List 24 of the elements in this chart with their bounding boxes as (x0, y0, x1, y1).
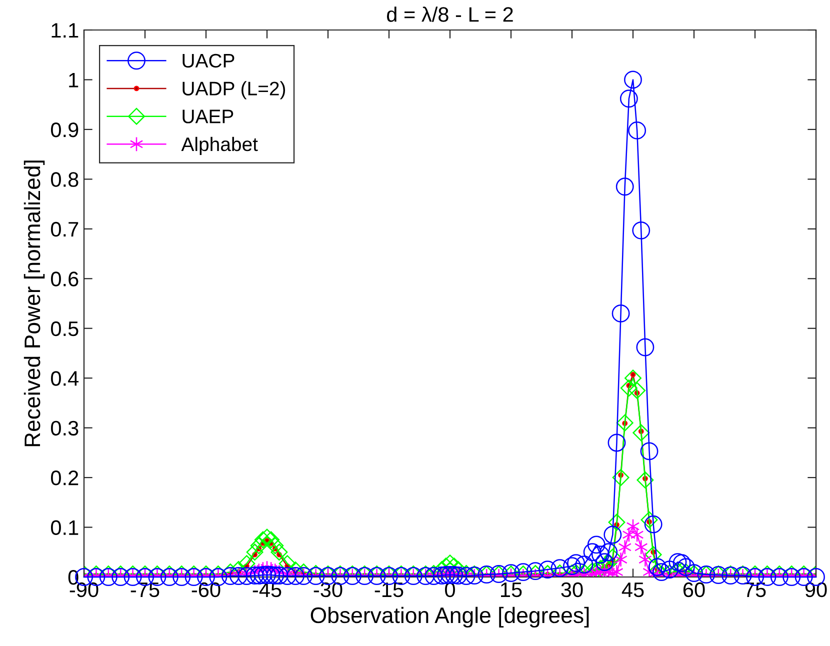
chart-title: d = λ/8 - L = 2 (386, 6, 513, 22)
y-tick-label: 0.4 (50, 371, 79, 386)
y-tick-label: 0.8 (50, 172, 78, 187)
y-tick-label: 0.2 (50, 470, 78, 486)
x-tick-label: 30 (561, 582, 583, 598)
y-tick-label: 1.1 (52, 23, 78, 38)
y-axis-title: Received Power [normalized] (24, 160, 45, 446)
legend-label: Alphabet (181, 136, 258, 156)
y-tick-label: 0.6 (50, 272, 78, 286)
x-tick-label: 15 (501, 582, 522, 598)
legend-label: UACP (182, 54, 234, 68)
y-tick-label: 0.9 (50, 122, 78, 138)
x-tick-label: -15 (374, 582, 404, 598)
x-tick-label: 60 (683, 582, 705, 598)
y-tick-label: 0.5 (50, 321, 78, 336)
x-tick-label: -60 (192, 582, 220, 598)
y-tick-label: 0.7 (50, 222, 78, 237)
y-tick-label: 0.3 (50, 420, 78, 436)
x-tick-label: 45 (622, 582, 644, 598)
y-tick-label: 1 (69, 72, 78, 88)
x-axis-title: Observation Angle [degrees] (310, 606, 589, 628)
y-tick-label: 0.1 (50, 520, 78, 536)
legend-label: UAEP (182, 110, 234, 124)
legend-label: UADP (L=2) (182, 81, 286, 100)
